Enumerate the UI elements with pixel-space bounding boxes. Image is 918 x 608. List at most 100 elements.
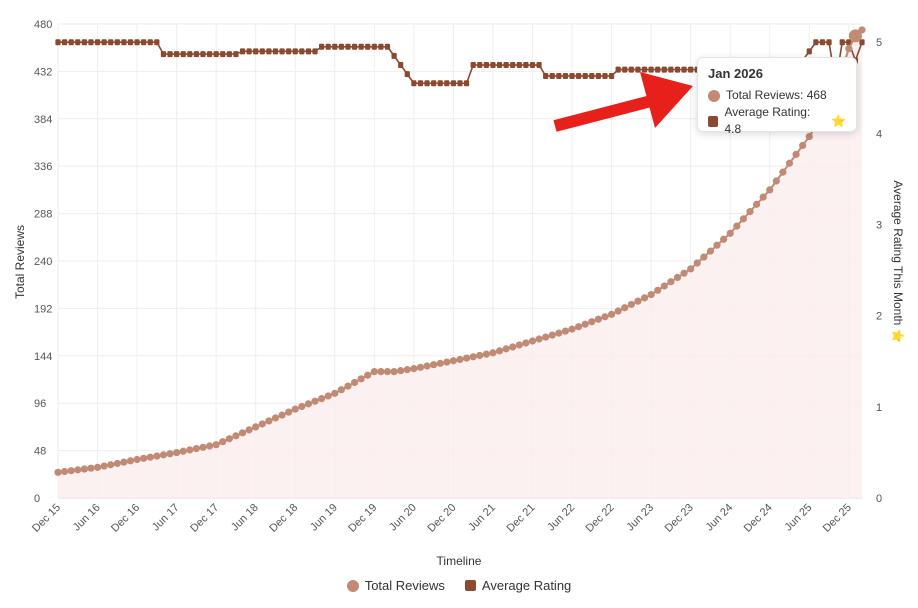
total-reviews-point[interactable] <box>779 168 787 176</box>
average-rating-point[interactable] <box>305 48 312 55</box>
average-rating-point[interactable] <box>345 43 351 50</box>
average-rating-point[interactable] <box>206 51 213 58</box>
average-rating-point[interactable] <box>141 39 147 46</box>
total-reviews-point[interactable] <box>673 273 682 282</box>
total-reviews-point[interactable] <box>258 420 266 428</box>
average-rating-point[interactable] <box>826 39 832 46</box>
average-rating-point[interactable] <box>417 80 424 87</box>
average-rating-point[interactable] <box>569 72 575 79</box>
average-rating-point[interactable] <box>160 51 167 58</box>
total-reviews-point[interactable] <box>140 454 148 462</box>
average-rating-point[interactable] <box>81 39 87 46</box>
average-rating-point[interactable] <box>325 43 331 50</box>
average-rating-point[interactable] <box>167 51 173 58</box>
average-rating-point[interactable] <box>391 52 397 59</box>
total-reviews-point[interactable] <box>219 438 227 446</box>
total-reviews-point[interactable] <box>298 402 306 411</box>
average-rating-point[interactable] <box>174 51 180 58</box>
total-reviews-point[interactable] <box>113 459 121 468</box>
total-reviews-point[interactable] <box>607 310 616 318</box>
total-reviews-point[interactable] <box>752 200 761 208</box>
total-reviews-point[interactable] <box>153 452 161 460</box>
total-reviews-point[interactable] <box>482 350 490 358</box>
total-reviews-point[interactable] <box>700 253 708 261</box>
average-rating-point[interactable] <box>806 48 812 55</box>
average-rating-point[interactable] <box>213 51 219 58</box>
total-reviews-point[interactable] <box>166 450 174 458</box>
average-rating-point[interactable] <box>589 72 595 79</box>
average-rating-point[interactable] <box>846 39 852 46</box>
total-reviews-point[interactable] <box>456 355 464 364</box>
total-reviews-point[interactable] <box>489 349 497 357</box>
total-reviews-point[interactable] <box>186 446 194 454</box>
total-reviews-series[interactable] <box>54 26 866 476</box>
total-reviews-point[interactable] <box>680 269 688 277</box>
total-reviews-point[interactable] <box>462 354 471 362</box>
average-rating-point[interactable] <box>661 66 667 73</box>
total-reviews-point[interactable] <box>337 386 345 394</box>
average-rating-point[interactable] <box>813 39 819 46</box>
average-rating-point[interactable] <box>839 39 845 46</box>
average-rating-point[interactable] <box>233 51 239 58</box>
average-rating-point[interactable] <box>272 48 279 55</box>
average-rating-point[interactable] <box>371 43 377 50</box>
total-reviews-point[interactable] <box>746 208 754 216</box>
total-reviews-point[interactable] <box>627 300 635 309</box>
total-reviews-point[interactable] <box>318 394 326 403</box>
total-reviews-point[interactable] <box>515 341 523 349</box>
total-reviews-point[interactable] <box>772 177 780 185</box>
average-rating-point[interactable] <box>490 62 496 69</box>
average-rating-point[interactable] <box>154 39 160 46</box>
total-reviews-point[interactable] <box>370 368 378 376</box>
average-rating-point[interactable] <box>259 48 265 55</box>
total-reviews-point[interactable] <box>436 359 444 367</box>
average-rating-point[interactable] <box>319 43 325 50</box>
total-reviews-point[interactable] <box>93 463 102 471</box>
total-reviews-point[interactable] <box>726 229 734 237</box>
total-reviews-point[interactable] <box>739 215 747 223</box>
average-rating-point[interactable] <box>55 39 61 46</box>
total-reviews-point[interactable] <box>561 327 570 335</box>
total-reviews-point[interactable] <box>133 455 141 464</box>
average-rating-point[interactable] <box>859 39 865 46</box>
average-rating-point[interactable] <box>681 66 687 73</box>
average-rating-point[interactable] <box>602 72 608 79</box>
average-rating-point[interactable] <box>411 80 417 87</box>
total-reviews-point[interactable] <box>495 347 504 355</box>
average-rating-point[interactable] <box>496 62 503 69</box>
total-reviews-point[interactable] <box>858 26 866 34</box>
average-rating-point[interactable] <box>358 43 364 50</box>
total-reviews-point[interactable] <box>568 325 576 333</box>
average-rating-point[interactable] <box>292 48 298 55</box>
average-rating-point[interactable] <box>187 51 193 58</box>
total-reviews-point[interactable] <box>245 426 253 434</box>
total-reviews-point[interactable] <box>199 443 207 451</box>
legend-item-average-rating[interactable]: Average Rating <box>464 578 571 593</box>
total-reviews-point[interactable] <box>640 294 649 302</box>
total-reviews-point[interactable] <box>654 286 662 294</box>
total-reviews-point[interactable] <box>225 435 233 443</box>
total-reviews-point[interactable] <box>80 465 88 473</box>
average-rating-point[interactable] <box>477 62 483 69</box>
total-reviews-point[interactable] <box>265 417 273 425</box>
total-reviews-point[interactable] <box>100 462 108 470</box>
average-rating-point[interactable] <box>266 48 272 55</box>
total-reviews-point[interactable] <box>601 313 609 321</box>
average-rating-point[interactable] <box>595 72 601 79</box>
average-rating-point[interactable] <box>68 39 74 46</box>
average-rating-point[interactable] <box>378 43 384 50</box>
total-reviews-point[interactable] <box>687 265 695 273</box>
total-reviews-point[interactable] <box>410 365 418 373</box>
total-reviews-point[interactable] <box>159 451 168 459</box>
average-rating-point[interactable] <box>312 48 318 55</box>
total-reviews-point[interactable] <box>548 331 556 339</box>
total-reviews-point[interactable] <box>759 193 767 201</box>
average-rating-point[interactable] <box>61 39 68 46</box>
average-rating-point[interactable] <box>75 39 81 46</box>
total-reviews-point[interactable] <box>706 247 715 255</box>
average-rating-point[interactable] <box>286 48 292 55</box>
average-rating-point[interactable] <box>239 48 246 55</box>
average-rating-point[interactable] <box>279 48 285 55</box>
average-rating-point[interactable] <box>180 51 186 58</box>
average-rating-point[interactable] <box>134 39 140 46</box>
